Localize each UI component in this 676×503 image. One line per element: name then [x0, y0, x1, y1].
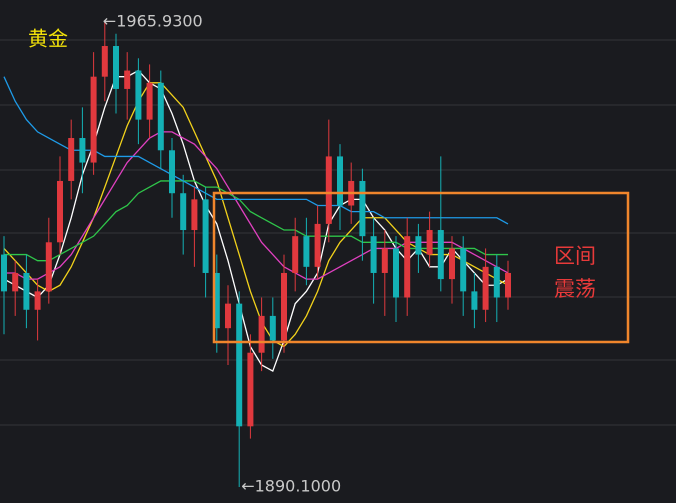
- candle-body: [101, 46, 108, 77]
- candle-body: [68, 138, 75, 181]
- ma-line: [3, 69, 509, 373]
- candle-body: [393, 248, 399, 298]
- candle-body: [404, 236, 411, 298]
- candle-body: [113, 46, 119, 89]
- candle-body: [180, 193, 187, 231]
- candle-body: [12, 272, 19, 292]
- candle-body: [213, 272, 220, 329]
- candle-body: [281, 272, 287, 341]
- range-box: [212, 191, 630, 344]
- candle-body: [471, 291, 478, 310]
- candle-body: [482, 266, 489, 310]
- candle-body: [505, 272, 511, 298]
- candle-body: [1, 254, 7, 292]
- chart-title: 黄金: [28, 27, 68, 51]
- candle-body: [314, 223, 321, 267]
- candle-body: [79, 138, 86, 163]
- candle-body: [57, 180, 63, 243]
- candle-body: [437, 230, 444, 280]
- candle-body: [135, 70, 142, 120]
- candle-body: [202, 199, 209, 273]
- ma-line: [3, 82, 509, 348]
- low-label: ←1890.1000: [241, 477, 341, 496]
- plot: [1, 21, 511, 488]
- candle-body: [337, 156, 343, 206]
- candle-body: [23, 272, 30, 310]
- candle-body: [90, 76, 97, 163]
- box-label: 区间: [554, 244, 596, 268]
- candle-body: [449, 248, 455, 280]
- candle-body: [303, 236, 310, 267]
- candle-body: [460, 248, 467, 292]
- candle-body: [191, 199, 198, 231]
- ma-line: [4, 131, 509, 280]
- candle-body: [381, 248, 388, 273]
- ma-line: [3, 76, 509, 225]
- candle-body: [146, 82, 153, 120]
- candle-body: [124, 70, 131, 89]
- candle-body: [34, 291, 41, 310]
- candle-body: [247, 352, 254, 427]
- candle-body: [359, 180, 366, 237]
- box-label: 震荡: [554, 277, 596, 301]
- candle-body: [269, 315, 276, 341]
- candle-body: [258, 315, 265, 353]
- high-label: ←1965.9300: [103, 11, 203, 30]
- candle-body: [370, 236, 377, 273]
- candle-body: [169, 150, 175, 194]
- candle-body: [236, 303, 243, 427]
- ma-line: [4, 180, 508, 262]
- candle-body: [292, 236, 299, 273]
- candle-body: [45, 242, 52, 292]
- candle-body: [157, 82, 164, 151]
- candle-body: [325, 156, 332, 224]
- candle-body: [225, 303, 231, 329]
- candle-body: [415, 236, 422, 255]
- candle-body: [493, 266, 500, 298]
- candle-body: [426, 230, 433, 255]
